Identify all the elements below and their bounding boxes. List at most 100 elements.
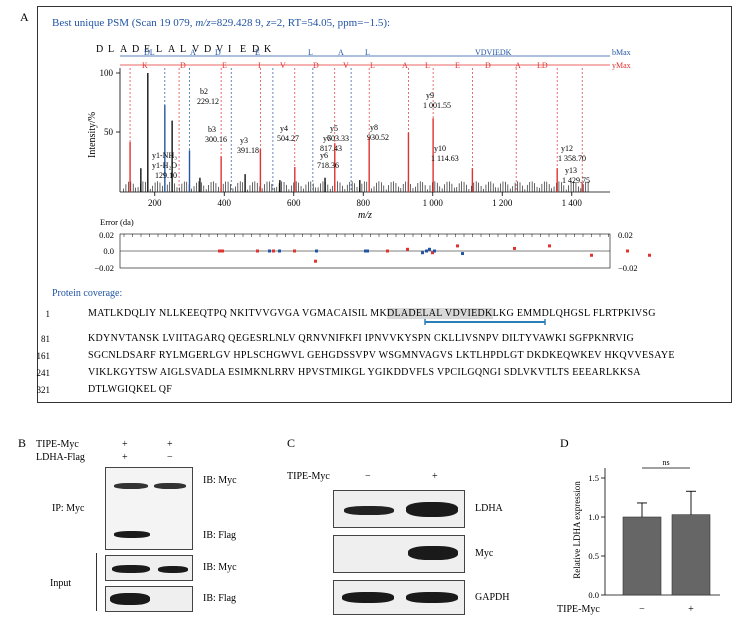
input-flag-band — [110, 593, 150, 605]
error-point — [513, 246, 516, 250]
d-x-val1: − — [639, 604, 645, 615]
peak-ion-label: y4 — [280, 124, 288, 133]
peptide-letter: D — [96, 44, 103, 55]
y-ion-label: D — [313, 61, 319, 70]
peptide-letter: I — [228, 44, 231, 55]
y-ion-row: K D E I V D V L A L E D A LD yMax — [142, 61, 631, 70]
gapdh-band-2 — [406, 592, 458, 603]
d-y-axis-label: Relative LDHA expression — [572, 481, 582, 579]
peak-ion-label: y9 — [426, 91, 434, 100]
error-point — [590, 253, 593, 257]
peak-mz-label: 229.12 — [197, 97, 219, 106]
err-tick-left-bot: −0.02 — [94, 263, 114, 273]
b-ion-label: D — [215, 48, 221, 57]
peptide-letter: D — [204, 44, 211, 55]
d-y-tick: 1.5 — [588, 473, 599, 483]
error-point — [256, 249, 259, 253]
myc-band — [408, 546, 458, 560]
ip-flag-band — [114, 531, 150, 538]
seq-num-81: 81 — [41, 334, 50, 344]
c-label-gapdh: GAPDH — [475, 592, 510, 603]
seq-row-241: VIKLKGYTSW AIGLSVADLA ESIMKNLRRV HPVSTMI… — [88, 367, 641, 378]
error-point — [314, 259, 317, 263]
error-label: Error (da) — [100, 217, 134, 227]
y1-label-1: y1-NH₃ — [152, 151, 177, 160]
b-ion-label: E — [255, 48, 260, 57]
ib-label-3: IB: Myc — [203, 562, 237, 573]
peak-ion-label: y3 — [240, 136, 248, 145]
x-tick-label: 400 — [218, 198, 232, 208]
spectrum-peaks — [123, 73, 589, 192]
b-ion-label: A — [190, 48, 196, 57]
y-ion-label: I — [258, 61, 261, 70]
ldha-blot — [333, 490, 465, 528]
b-ion-label: A — [338, 48, 344, 57]
peptide-letter: A — [120, 44, 128, 55]
seq-num-241: 241 — [36, 368, 51, 378]
c-row-val2: + — [432, 471, 438, 482]
b-row1-label: TIPE-Myc — [36, 439, 79, 450]
peak-ion-label: y12 — [561, 144, 573, 153]
input-label: Input — [50, 578, 72, 589]
b-row1-val1: + — [122, 439, 128, 450]
peptide-letter: D — [252, 44, 259, 55]
peak-mz-label: 603.33 — [327, 134, 349, 143]
y-ion-label: yMax — [612, 61, 631, 70]
b-row1-val2: + — [167, 439, 173, 450]
peak-ion-label: y5 — [330, 124, 338, 133]
b-ion-row: DL A D E L A L VDVIEDK bMax — [144, 48, 631, 57]
b-row2-val1: + — [122, 452, 128, 463]
error-point — [425, 249, 428, 253]
panel-c-letter: C — [287, 436, 296, 450]
error-point — [406, 247, 409, 251]
ip-myc-band-1 — [114, 483, 148, 489]
x-tick-label: 600 — [287, 198, 301, 208]
peak-ion-label: b2 — [200, 87, 208, 96]
input-myc-band-1 — [112, 565, 150, 573]
input-myc-band-2 — [158, 566, 188, 573]
peak-mz-label: 1 429.75 — [562, 176, 590, 185]
peak-ion-label: y6 — [320, 151, 328, 160]
y1-label-2: y1-H₂O — [152, 161, 177, 170]
peak-mz-label: 1 001.55 — [423, 101, 451, 110]
peak-mz-label: 300.16 — [205, 135, 227, 144]
d-bars — [622, 490, 711, 596]
peptide-letter: E — [240, 44, 246, 55]
ip-label: IP: Myc — [52, 503, 85, 514]
x-tick-label: 1 200 — [492, 198, 513, 208]
ib-label-1: IB: Myc — [203, 475, 237, 486]
peak-ion-label: b3 — [208, 125, 216, 134]
seq-num-161: 161 — [36, 351, 51, 361]
y-ion-label: L — [370, 61, 375, 70]
ldha-band-2 — [406, 502, 458, 517]
error-point — [268, 249, 271, 253]
error-point — [461, 252, 464, 256]
error-top-ticks — [123, 234, 609, 237]
seq-row-81: KDYNVTANSK LVIITAGARQ QEGESRLNLV QRNVNIF… — [88, 333, 634, 344]
b-ion-label: DL — [144, 48, 155, 57]
panel-d-letter: D — [560, 436, 569, 450]
y1-label-3: 129.10 — [155, 171, 177, 180]
error-point — [364, 249, 367, 253]
y-tick-50: 50 — [104, 127, 114, 137]
coverage-bar — [424, 319, 546, 325]
ip-blot — [105, 467, 193, 550]
peptide-letter: A — [168, 44, 176, 55]
error-point — [218, 249, 221, 253]
error-point — [431, 251, 434, 255]
error-point — [626, 249, 629, 253]
peak-ion-label: y10 — [434, 144, 446, 153]
error-point — [421, 251, 424, 255]
d-x-label: TIPE-Myc — [557, 604, 600, 615]
input-bracket — [96, 553, 97, 611]
coverage-label: Protein coverage: — [52, 288, 123, 299]
y-ion-label: E — [222, 61, 227, 70]
panel-a-letter: A — [20, 10, 29, 24]
peak-mz-label: 1 358.70 — [558, 154, 586, 163]
d-y-tick: 1.0 — [588, 512, 599, 522]
peak-ion-label: y7 — [323, 134, 331, 143]
y-ion-label: D — [180, 61, 186, 70]
ib-label-2: IB: Flag — [203, 530, 237, 541]
bar-chart: Relative LDHA expression 1.5 1.0 0.5 0.0 ns… — [557, 458, 720, 615]
y-ion-label: V — [343, 61, 349, 70]
